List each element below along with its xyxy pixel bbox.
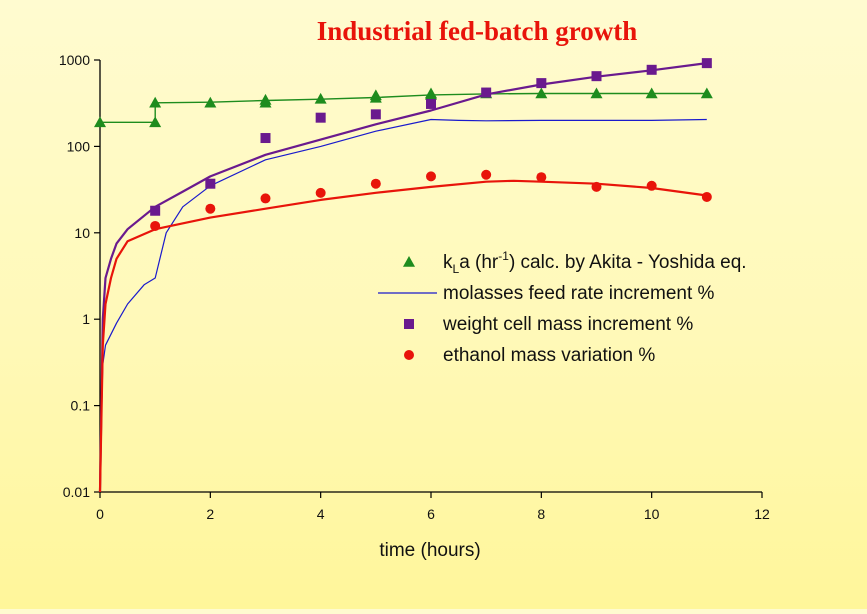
data-point-0 (425, 87, 437, 99)
data-point-3 (426, 171, 436, 182)
legend-symbol-triangle (403, 256, 415, 267)
data-point-0 (535, 87, 548, 99)
data-point-0 (700, 87, 713, 99)
y-tick-label: 10 (74, 225, 90, 241)
series-markers (94, 58, 713, 231)
data-point-2 (150, 205, 161, 216)
x-tick-label: 6 (427, 506, 435, 522)
data-point-0 (259, 93, 272, 105)
data-point-0 (149, 116, 162, 128)
legend-symbol-square (404, 319, 414, 329)
legend: kLa (hr-1) calc. by Akita - Yoshida eq. m… (378, 249, 747, 366)
x-tick-label: 8 (537, 506, 545, 522)
data-point-2 (426, 98, 436, 109)
y-tick-label: 0.01 (63, 484, 90, 500)
y-tick-label: 0.1 (71, 398, 91, 414)
data-point-0 (645, 87, 658, 99)
x-tick-label: 0 (96, 506, 104, 522)
data-point-2 (370, 109, 381, 120)
data-point-2 (260, 133, 271, 144)
y-tick-label: 100 (67, 138, 91, 154)
data-point-3 (701, 191, 712, 202)
y-tick-label: 1000 (59, 52, 90, 68)
data-point-2 (205, 178, 216, 189)
data-point-3 (370, 178, 381, 189)
data-point-2 (315, 112, 326, 123)
data-point-2 (646, 64, 657, 75)
data-point-3 (315, 187, 326, 198)
y-tick-label: 1 (82, 311, 90, 327)
data-point-3 (536, 172, 547, 183)
x-axis-label: time (hours) (379, 540, 480, 561)
data-point-0 (204, 96, 217, 108)
series-line-3 (98, 179, 707, 493)
data-point-2 (701, 58, 712, 69)
data-point-0 (149, 96, 162, 108)
chart-title: Industrial fed-batch growth (317, 16, 638, 46)
legend-symbol-circle (404, 350, 414, 360)
data-point-3 (591, 181, 602, 192)
data-point-3 (150, 220, 161, 231)
series-lines (98, 62, 707, 493)
data-point-3 (646, 180, 657, 191)
x-tick-label: 2 (206, 506, 214, 522)
legend-label: ethanol mass variation % (443, 345, 655, 366)
legend-label: weight cell mass increment % (442, 314, 693, 335)
axes: 0 2 4 6 8 10 12 0.01 0.1 1 10 100 1000 (59, 52, 770, 522)
series-line-2 (98, 62, 707, 493)
data-point-2 (481, 87, 492, 98)
series-line-1 (99, 118, 707, 493)
x-tick-label: 4 (317, 506, 325, 522)
data-point-3 (205, 203, 216, 214)
data-point-0 (369, 89, 382, 101)
legend-label: kLa (hr-1) calc. by Akita - Yoshida eq. (443, 249, 747, 276)
x-tick-label: 10 (644, 506, 660, 522)
data-point-0 (94, 116, 106, 128)
data-point-0 (590, 87, 603, 99)
data-point-3 (260, 193, 271, 204)
data-point-3 (481, 169, 492, 180)
legend-label: molasses feed rate increment % (443, 283, 715, 304)
data-point-2 (536, 78, 547, 89)
data-point-2 (591, 71, 602, 82)
data-point-0 (314, 92, 327, 104)
x-tick-label: 12 (754, 506, 770, 522)
